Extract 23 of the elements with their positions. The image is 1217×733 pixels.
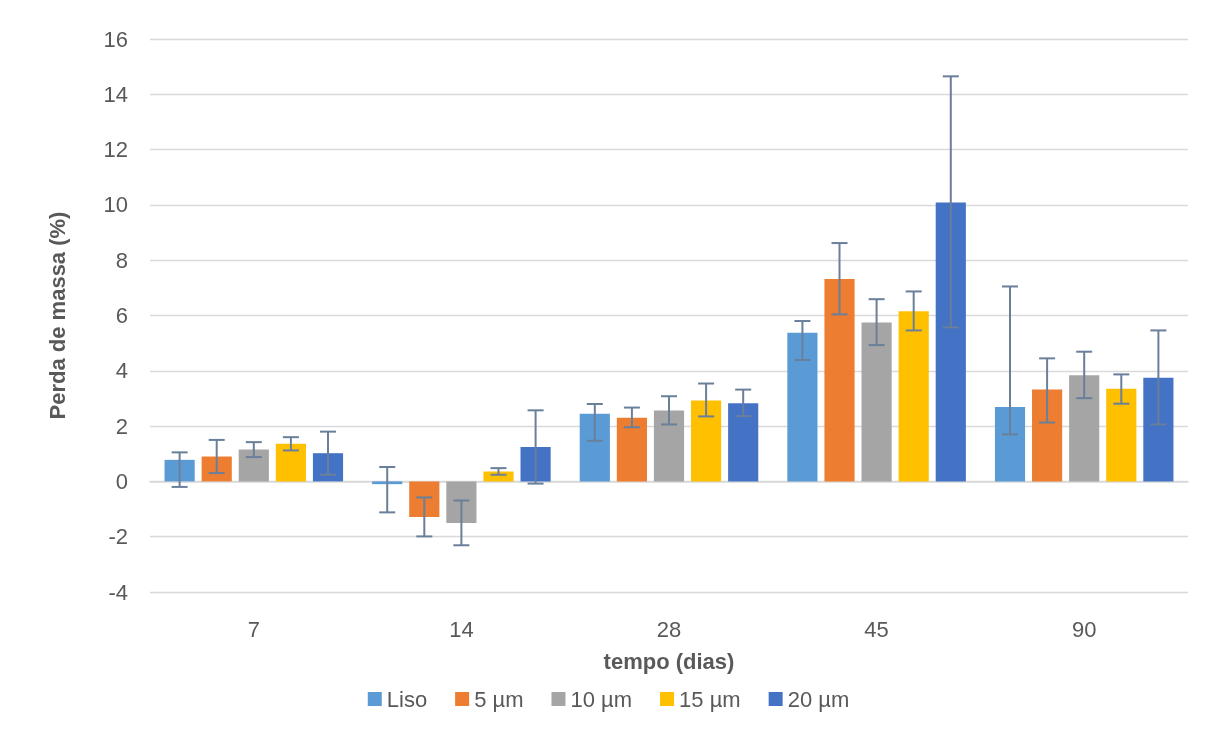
y-tick-label: -2 xyxy=(108,524,128,550)
x-tick-label: 90 xyxy=(1071,616,1097,642)
y-tick-label: 12 xyxy=(103,137,128,163)
y-tick-label: 0 xyxy=(115,468,128,494)
y-tick-label: 4 xyxy=(115,358,128,384)
legend-label: 20 µm xyxy=(787,686,850,712)
y-tick-label: 14 xyxy=(103,81,128,107)
x-tick-label: 45 xyxy=(864,616,889,642)
legend-label: 5 µm xyxy=(474,686,524,712)
y-axis-title: Perda de massa (%) xyxy=(44,211,70,420)
legend-label: 10 µm xyxy=(570,686,633,712)
y-tick-label: 16 xyxy=(103,26,128,52)
y-tick-label: 10 xyxy=(103,192,128,218)
x-tick-label: 28 xyxy=(656,616,682,642)
legend-label: Liso xyxy=(386,686,428,712)
legend-label: 15 µm xyxy=(679,686,741,712)
x-tick-label: 14 xyxy=(449,616,474,642)
y-tick-label: 8 xyxy=(115,247,128,273)
x-axis-title: tempo (dias) xyxy=(603,648,735,674)
x-tick-label: 7 xyxy=(247,616,260,642)
y-tick-label: 6 xyxy=(115,303,128,328)
y-tick-label: 2 xyxy=(115,413,128,439)
y-tick-label: -4 xyxy=(108,579,128,605)
